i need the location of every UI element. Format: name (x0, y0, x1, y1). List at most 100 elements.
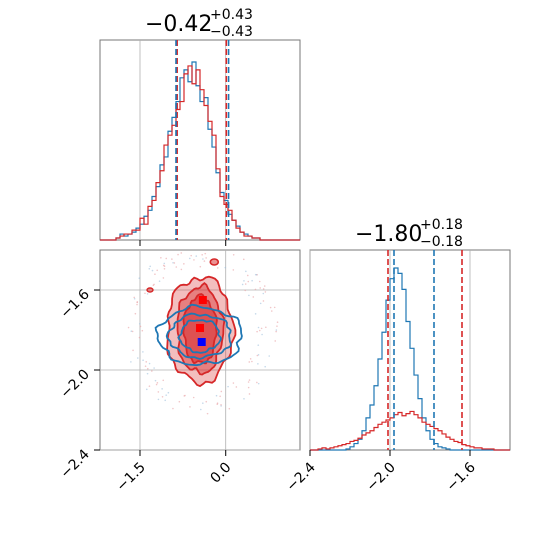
joint-scatter-point (263, 285, 266, 287)
joint-contour-blue (165, 312, 232, 360)
joint-scatter-point (157, 391, 160, 393)
joint-scatter-point (161, 388, 163, 390)
joint-scatter-point (177, 253, 179, 256)
joint-scatter-point (256, 381, 258, 384)
tick-label-x-param2: −1.6 (443, 459, 478, 494)
joint-scatter-point (252, 296, 255, 298)
joint-scatter-point (163, 262, 166, 265)
joint-scatter-point (247, 386, 250, 389)
title-param1-minus: −0.43 (210, 24, 253, 40)
joint-scatter-point (257, 354, 260, 356)
joint-scatter-point (232, 269, 235, 271)
joint-scatter-point (276, 321, 279, 323)
title-param2: −1.80 (355, 222, 422, 247)
joint-scatter-point (259, 302, 262, 305)
joint-contour-red-island (146, 287, 154, 293)
joint-scatter-point (259, 287, 262, 289)
joint-scatter-point (258, 329, 261, 332)
joint-scatter-point (138, 336, 141, 339)
joint-marker-red (198, 296, 207, 304)
joint-scatter-point (141, 329, 144, 332)
joint-scatter-point (144, 365, 147, 368)
joint-scatter-point (183, 263, 185, 265)
joint-scatter-point (248, 294, 250, 297)
joint-scatter-point (131, 330, 134, 333)
title-param1-plus: +0.43 (210, 7, 253, 23)
joint-scatter-point (162, 264, 165, 267)
joint-scatter-point (192, 396, 195, 399)
joint-scatter-point (205, 257, 207, 259)
joint-scatter-point (269, 306, 272, 309)
joint-scatter-point (275, 330, 277, 333)
joint-scatter-point (158, 280, 161, 282)
joint-scatter-point (193, 259, 195, 261)
joint-scatter-point (163, 267, 166, 270)
joint-scatter-point (248, 361, 251, 363)
tick-label-x-param1: 0.0 (207, 460, 234, 487)
joint-scatter-point (243, 397, 245, 400)
joint-scatter-point (276, 325, 278, 327)
joint-contour-red-island (209, 258, 220, 266)
joint-scatter-point (188, 257, 191, 260)
title-param2-plus: +0.18 (420, 217, 463, 233)
joint-scatter-point (244, 283, 247, 285)
tick-label-y-param2: −2.4 (57, 446, 92, 481)
joint-scatter-point (232, 382, 235, 384)
joint-scatter-point (172, 407, 174, 410)
joint-scatter-point (156, 382, 159, 384)
joint-scatter-point (136, 357, 139, 359)
joint-scatter-point (261, 333, 263, 336)
joint-scatter-point (202, 258, 204, 260)
joint-scatter-point (154, 379, 157, 382)
joint-scatter-point (256, 330, 258, 333)
joint-scatter-point (257, 326, 260, 329)
joint-scatter-point (246, 274, 249, 277)
joint-scatter-point (215, 394, 218, 397)
joint-scatter-point (145, 361, 148, 363)
joint-scatter-point (264, 365, 266, 368)
joint-scatter-point (216, 267, 219, 269)
joint-scatter-point (220, 390, 223, 393)
joint-scatter-point (205, 400, 208, 403)
joint-scatter-point (257, 382, 260, 385)
joint-scatter-point (136, 303, 138, 306)
hist-param1-frame (99, 39, 301, 241)
joint-scatter-point (162, 379, 165, 382)
joint-scatter-point (204, 252, 207, 255)
joint-scatter-point (190, 254, 192, 257)
joint-scatter-point (249, 358, 252, 360)
joint-scatter-point (260, 327, 263, 330)
joint-scatter-point (173, 262, 176, 264)
hist1-series-red (100, 65, 300, 241)
joint-scatter-point (189, 406, 191, 408)
joint-scatter-point (200, 408, 202, 411)
joint-scatter-point (262, 292, 265, 295)
joint-scatter-point (254, 288, 257, 291)
joint-scatter-point (139, 325, 142, 328)
joint-scatter-point (243, 280, 245, 282)
joint-scatter-point (216, 403, 219, 406)
joint-scatter-point (256, 273, 258, 276)
joint-scatter-point (264, 291, 267, 293)
joint-marker-red (196, 324, 204, 332)
joint-scatter-point (161, 395, 164, 398)
joint-scatter-point (248, 379, 251, 381)
title-param2-minus: −0.18 (420, 234, 463, 250)
joint-scatter-point (248, 393, 251, 395)
joint-scatter-point (228, 407, 231, 410)
joint-scatter-point (157, 398, 160, 401)
joint-scatter-point (219, 395, 221, 398)
title-param1: −0.42 (145, 12, 212, 37)
joint-scatter-point (251, 360, 253, 363)
joint-scatter-point (148, 362, 151, 365)
joint-scatter-point (258, 280, 261, 283)
joint-scatter-point (247, 381, 250, 383)
joint-scatter-point (247, 280, 250, 283)
joint-scatter-point (175, 266, 178, 268)
joint-scatter-point (224, 266, 227, 269)
joint-scatter-point (227, 385, 229, 388)
joint-scatter-point (265, 326, 267, 329)
joint-scatter-point (262, 300, 265, 302)
joint-scatter-point (146, 293, 149, 295)
joint-scatter-point (241, 283, 244, 286)
